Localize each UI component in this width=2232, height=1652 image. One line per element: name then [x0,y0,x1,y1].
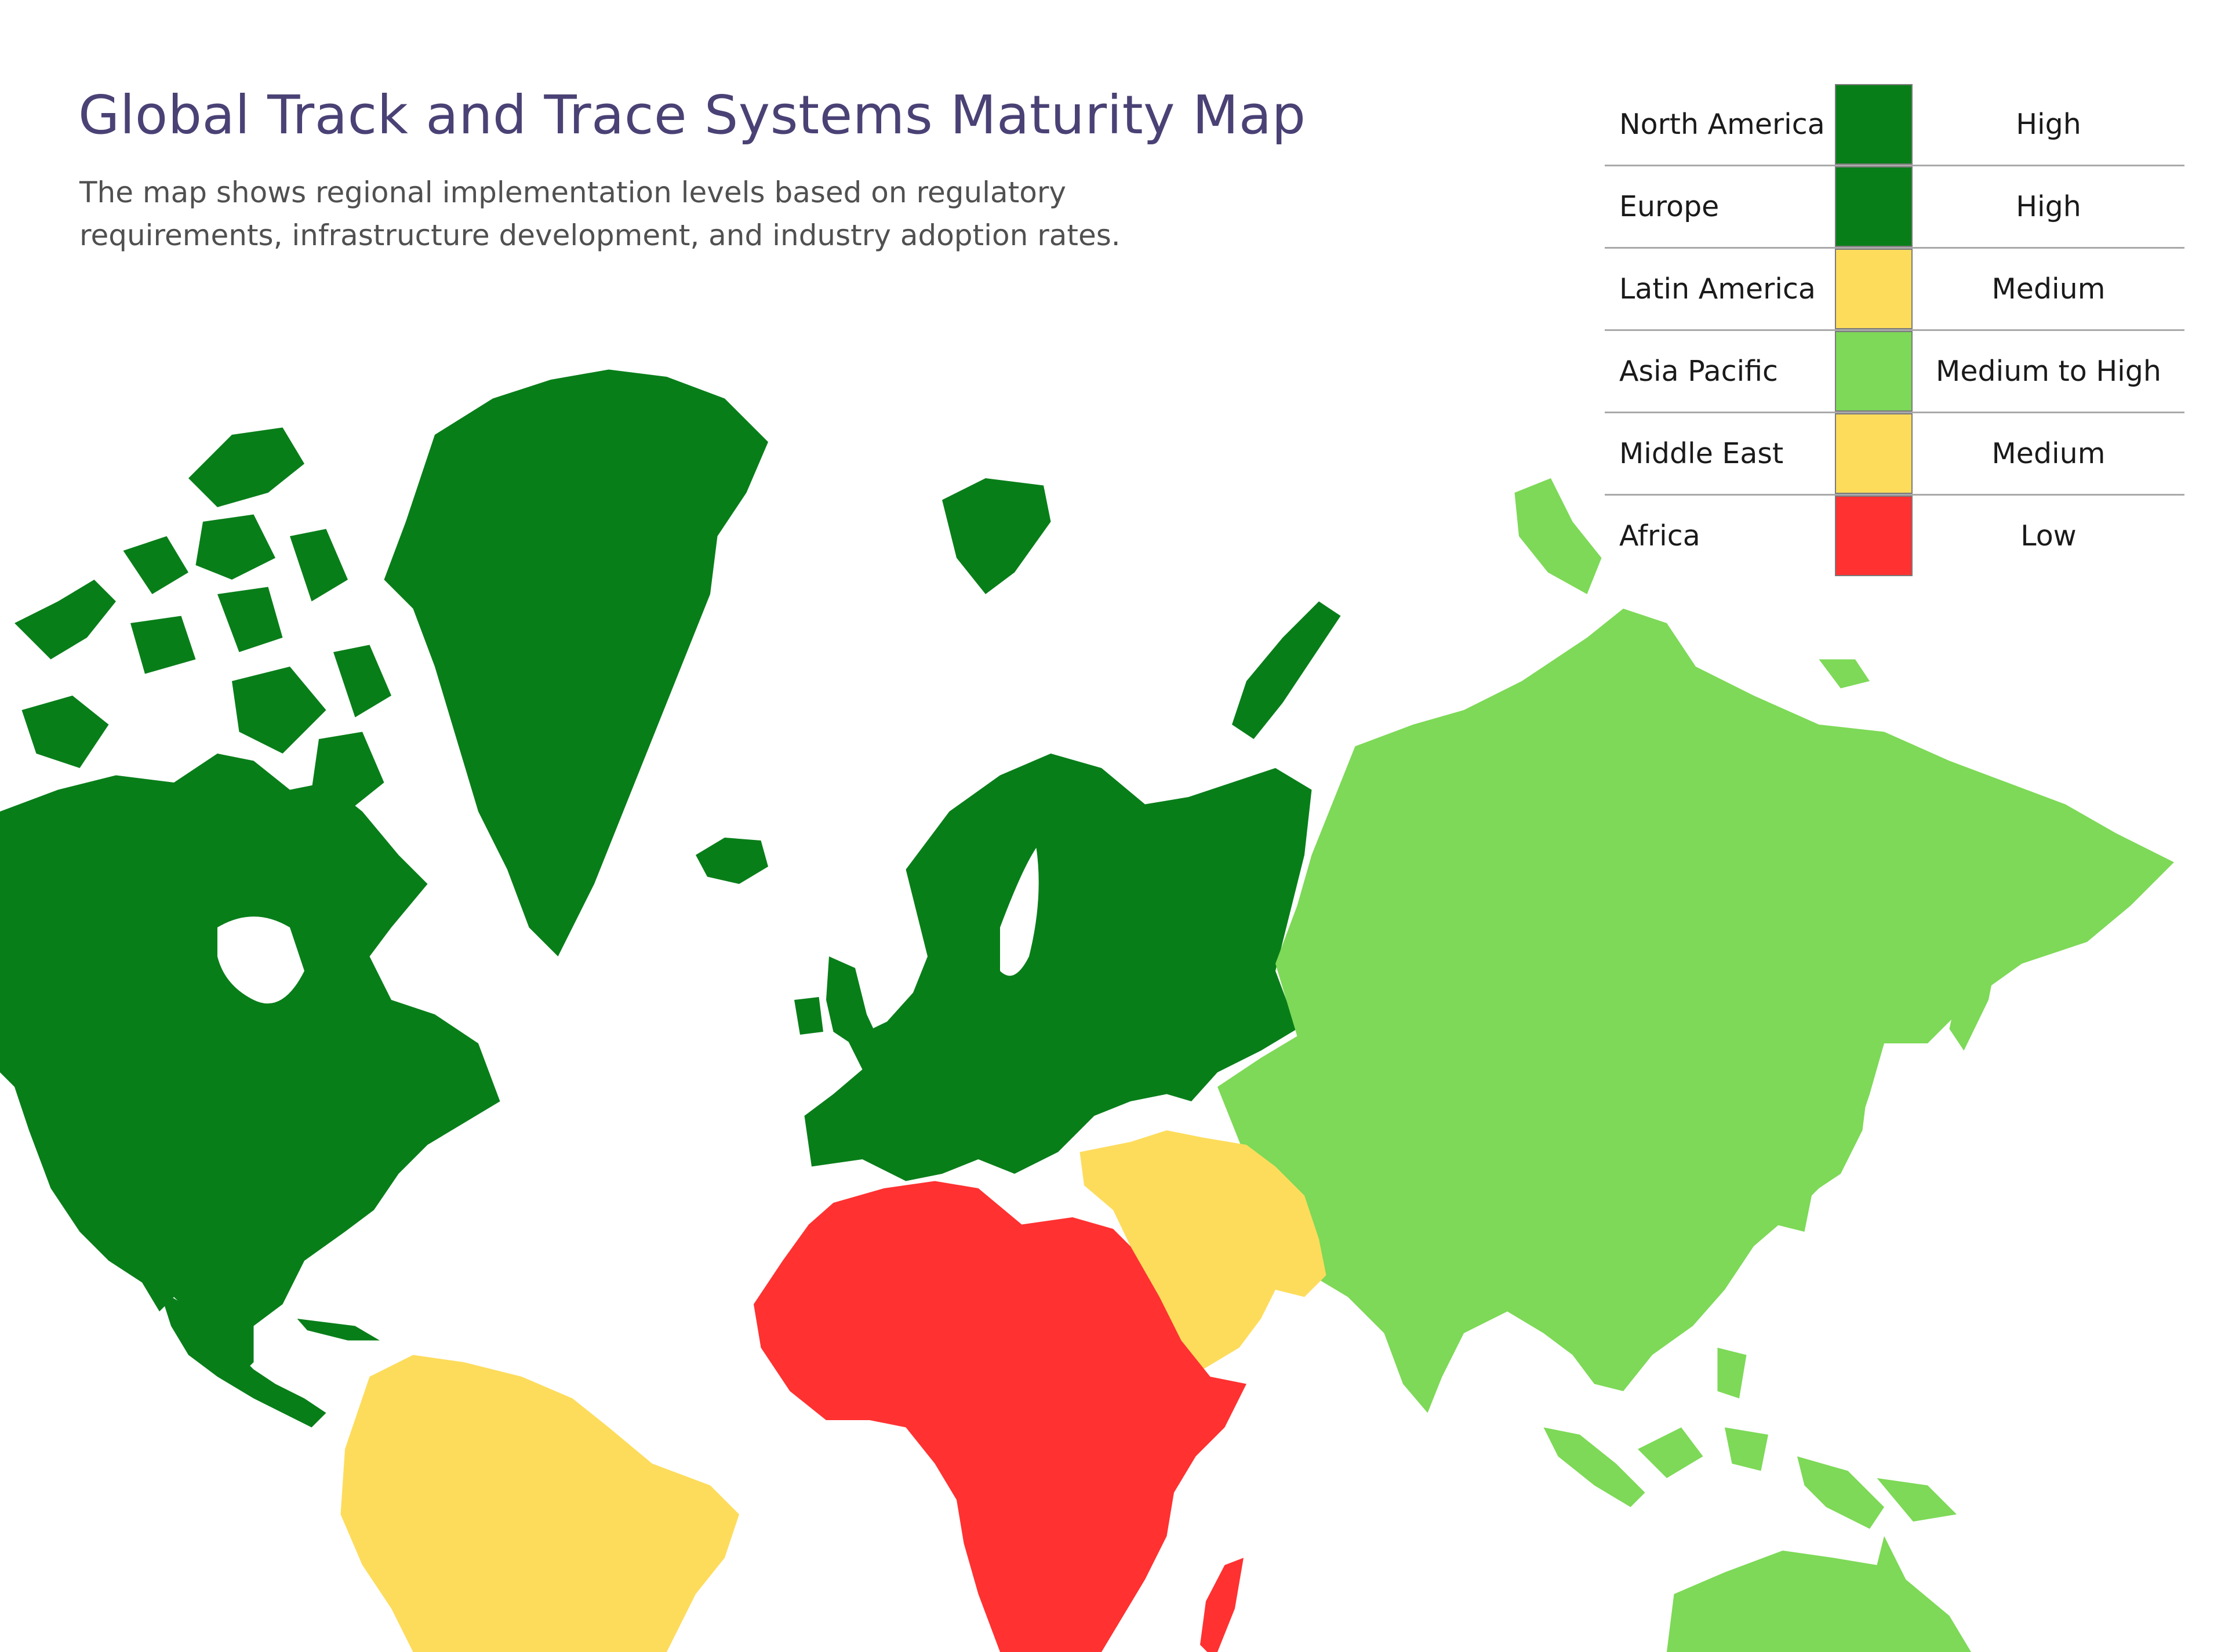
legend-color-swatch [1835,166,1913,247]
legend-row: Asia Pacific Medium to High [1605,331,2184,413]
region-novaya-zemlya[interactable] [1232,601,1341,740]
legend-maturity-level: Medium to High [1936,355,2161,388]
region-svalbard[interactable] [942,478,1051,594]
legend-row: Africa Low [1605,496,2184,576]
legend-maturity-level: Low [2020,519,2077,552]
legend-color-swatch [1835,413,1913,494]
legend-region-label: Africa [1619,519,1700,552]
region-north-america[interactable] [0,754,500,1384]
legend-row: North America High [1605,84,2184,166]
region-kamchatka[interactable] [1949,927,2001,1051]
region-south-america[interactable] [340,1355,740,1652]
region-central-america[interactable] [159,1290,326,1428]
legend-row: Middle East Medium [1605,413,2184,496]
legend-maturity-level: High [2016,108,2081,141]
region-africa[interactable] [754,1181,1246,1652]
region-southeast-asia-islands[interactable] [1543,1348,1957,1529]
region-arctic-archipelago[interactable] [14,427,391,812]
legend-row: Europe High [1605,166,2184,249]
page-title: Global Track and Trace Systems Maturity … [78,84,1306,146]
region-middle-east[interactable] [1079,1130,1326,1370]
legend-maturity-level: Medium [1991,272,2106,305]
legend-maturity-level: Medium [1991,437,2106,470]
legend-color-swatch [1835,496,1913,576]
region-japan[interactable] [1775,1043,1870,1232]
legend-color-swatch [1835,249,1913,329]
region-iceland[interactable] [696,838,768,884]
legend-region-label: Latin America [1619,272,1816,305]
region-madagascar[interactable] [1200,1558,1244,1652]
region-asia[interactable] [1217,609,2174,1413]
legend-color-swatch [1835,84,1913,165]
legend-maturity-level: High [2016,190,2081,223]
region-siberian-islands[interactable] [1514,478,1870,689]
legend-region-label: Asia Pacific [1619,355,1778,388]
legend-region-label: North America [1619,108,1825,141]
legend-region-label: Middle East [1619,437,1784,470]
region-australia[interactable] [1667,1536,1971,1652]
legend-table: North America High Europe High Latin Ame… [1605,84,2184,576]
region-uk-ireland[interactable] [794,956,877,1046]
legend-region-label: Europe [1619,190,1720,223]
region-greenland[interactable] [384,369,769,957]
page-subtitle: The map shows regional implementation le… [79,176,1121,252]
region-europe[interactable] [804,754,1312,1181]
region-caribbean[interactable] [297,1319,380,1341]
legend-color-swatch [1835,331,1913,412]
legend-row: Latin America Medium [1605,249,2184,331]
